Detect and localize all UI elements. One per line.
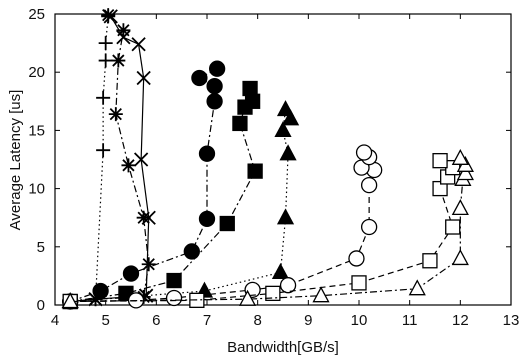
y-tick-label: 25 [28, 6, 45, 23]
data-point-square [351, 275, 367, 291]
plot-frame [54, 13, 512, 306]
data-point-star [136, 289, 151, 304]
data-point-plus [96, 90, 111, 105]
data-point-circle [360, 176, 378, 194]
y-tick-label: 20 [28, 64, 45, 81]
data-point-x [131, 37, 146, 52]
series-3 [63, 9, 156, 309]
y-tick-label: 0 [37, 297, 45, 314]
data-point-circle [206, 93, 223, 110]
data-point-triangle [61, 292, 79, 309]
data-point-circle [165, 289, 183, 307]
y-tick-label: 10 [28, 181, 45, 198]
data-point-triangle [238, 289, 257, 306]
data-point-circle [348, 250, 365, 267]
data-point-star [136, 210, 151, 225]
data-point-x [133, 152, 149, 167]
x-tick-label: 11 [402, 312, 418, 329]
data-point-triangle [451, 148, 469, 165]
series-5 [62, 80, 263, 310]
data-point-circle [198, 145, 216, 162]
data-point-star [141, 257, 156, 272]
data-point-star [111, 53, 126, 68]
x-tick-label: 10 [351, 312, 368, 329]
x-tick-label: 5 [101, 312, 109, 329]
data-point-circle [360, 218, 378, 236]
data-point-star [121, 158, 136, 173]
data-point-circle [206, 78, 223, 95]
series-line [70, 107, 292, 303]
data-point-square [247, 163, 263, 179]
data-point-triangle [276, 208, 295, 225]
series-line [70, 88, 256, 303]
y-axis-label: Average Latency [us] [7, 90, 24, 231]
data-point-star [116, 23, 131, 38]
data-point-triangle [274, 121, 292, 138]
data-point-square [265, 285, 281, 302]
series-line [70, 68, 218, 303]
data-point-triangle [408, 279, 426, 296]
data-point-triangle [451, 199, 469, 216]
y-tick-label: 15 [28, 122, 45, 139]
data-point-circle [198, 210, 216, 228]
data-point-x [103, 9, 118, 24]
data-point-x [136, 70, 151, 86]
x-tick-label: 4 [51, 312, 59, 329]
data-point-circle [208, 60, 226, 77]
x-tick-label: 8 [253, 312, 261, 329]
x-axis: 4 5 6 7 8 9 10 11 12 13 [51, 14, 520, 329]
series-1 [63, 9, 116, 309]
data-point-x [141, 210, 156, 225]
data-point-square [232, 115, 248, 132]
data-point-circle [122, 265, 140, 282]
data-point-triangle [456, 164, 474, 181]
data-point-square [219, 215, 235, 232]
series-line [70, 16, 109, 303]
data-point-square [166, 272, 182, 289]
data-point-star [108, 107, 123, 122]
x-tick-label: 13 [503, 312, 520, 329]
data-point-circle [191, 69, 208, 87]
data-point-plus [98, 36, 113, 51]
data-point-circle [92, 282, 109, 300]
data-point-triangle [451, 249, 469, 266]
x-tick-label: 9 [304, 312, 312, 329]
y-tick-label: 5 [37, 239, 45, 256]
y-axis: 0 5 10 15 20 25 [28, 6, 511, 314]
data-point-triangle [282, 109, 300, 126]
x-tick-label: 7 [203, 312, 211, 329]
x-tick-label: 6 [152, 312, 160, 329]
data-point-triangle [279, 144, 297, 161]
data-point-triangle [312, 286, 330, 303]
series-4 [62, 60, 226, 310]
series-8 [62, 153, 461, 310]
data-point-circle [183, 243, 200, 260]
series-9 [61, 148, 474, 309]
data-point-square [242, 80, 258, 97]
data-point-triangle [271, 263, 290, 280]
data-point-square [244, 93, 261, 109]
series-line [70, 157, 466, 303]
data-point-square [422, 253, 438, 269]
x-tick-label: 12 [452, 312, 469, 329]
data-point-plus [96, 143, 111, 158]
data-point-square [445, 219, 461, 235]
x-axis-label: Bandwidth[GB/s] [227, 339, 339, 356]
data-point-star [101, 8, 116, 23]
series-layer [61, 8, 474, 310]
data-point-circle [279, 277, 297, 294]
data-point-square [432, 153, 448, 169]
series-line [70, 14, 150, 303]
data-point-plus [98, 53, 113, 68]
data-point-circle [355, 144, 373, 161]
series-line [70, 16, 150, 303]
data-point-x [116, 30, 131, 45]
